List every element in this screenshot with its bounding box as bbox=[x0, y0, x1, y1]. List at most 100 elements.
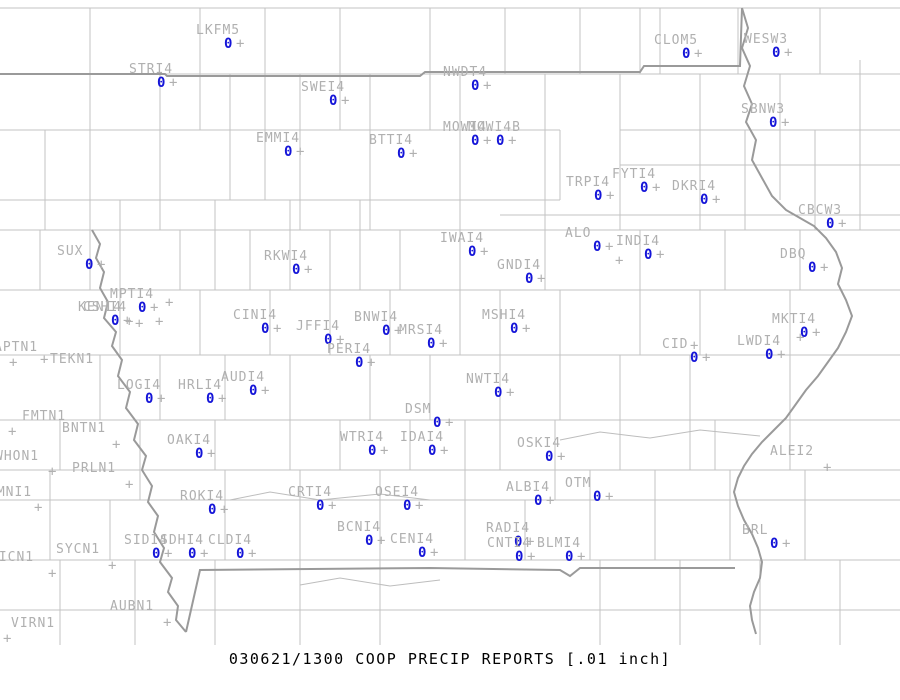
precip-value: 0 bbox=[769, 115, 778, 131]
precip-value: 0 bbox=[494, 385, 503, 401]
station-location-cross-icon: + bbox=[367, 355, 376, 371]
precip-value: 0 bbox=[428, 443, 437, 459]
precip-value: 0 bbox=[195, 446, 204, 462]
station-location-cross-icon: + bbox=[123, 313, 132, 329]
precip-value: 0 bbox=[593, 239, 602, 255]
precip-value: 0 bbox=[382, 323, 391, 339]
station-id-label: SBNW3 bbox=[741, 102, 786, 117]
precip-value: 0 bbox=[152, 546, 161, 562]
station-location-cross-icon: + bbox=[220, 502, 229, 518]
site-id-label: KENI4 bbox=[78, 300, 123, 315]
station-location-cross-icon: + bbox=[380, 443, 389, 459]
station-id-label: CID bbox=[662, 337, 689, 352]
station-location-cross-icon: + bbox=[200, 546, 209, 562]
station-id-label: OTM bbox=[565, 476, 592, 491]
site-id-label: VIRN1 bbox=[11, 616, 56, 631]
precip-value: 0 bbox=[206, 391, 215, 407]
station-id-label: MKTI4 bbox=[772, 312, 817, 327]
precip-value: 0 bbox=[111, 313, 120, 329]
station-location-cross-icon: + bbox=[838, 216, 847, 232]
precip-value: 0 bbox=[700, 192, 709, 208]
station-location-cross-icon: + bbox=[304, 262, 313, 278]
precip-value: 0 bbox=[471, 133, 480, 149]
station-id-label: OAKI4 bbox=[167, 433, 212, 448]
station-location-cross-icon: + bbox=[526, 534, 535, 550]
site-id-label: BNTN1 bbox=[62, 421, 107, 436]
precip-value: 0 bbox=[471, 78, 480, 94]
station-location-cross-icon: + bbox=[557, 449, 566, 465]
station-id-label: ALO bbox=[565, 226, 592, 241]
station-location-cross-icon: + bbox=[341, 93, 350, 109]
precip-value: 0 bbox=[593, 489, 602, 505]
station-id-label: LWDI4 bbox=[737, 334, 782, 349]
station-location-cross-icon: + bbox=[694, 46, 703, 62]
precip-value: 0 bbox=[292, 262, 301, 278]
station-id-label: BLMI4 bbox=[537, 536, 582, 551]
precip-value: 0 bbox=[224, 36, 233, 52]
station-location-cross-icon: + bbox=[690, 338, 699, 354]
site-id-label: AUBN1 bbox=[110, 599, 155, 614]
site-id-label: WHON1 bbox=[0, 449, 40, 464]
station-location-cross-icon: + bbox=[236, 36, 245, 52]
station-location-cross-icon: + bbox=[3, 631, 12, 645]
station-location-cross-icon: + bbox=[522, 321, 531, 337]
station-location-cross-icon: + bbox=[273, 321, 282, 337]
station-location-cross-icon: + bbox=[48, 464, 57, 480]
precip-value: 0 bbox=[690, 350, 699, 366]
site-id-label: TICN1 bbox=[0, 550, 35, 565]
precip-value: 0 bbox=[594, 188, 603, 204]
station-id-label: CRTI4 bbox=[288, 485, 333, 500]
precip-value: 0 bbox=[329, 93, 338, 109]
station-location-cross-icon: + bbox=[8, 424, 17, 440]
station-location-cross-icon: + bbox=[328, 498, 337, 514]
precip-value: 0 bbox=[249, 383, 258, 399]
station-location-cross-icon: + bbox=[409, 146, 418, 162]
station-id-label: SUX bbox=[57, 244, 84, 259]
station-location-cross-icon: + bbox=[440, 443, 449, 459]
station-location-cross-icon: + bbox=[606, 188, 615, 204]
station-id-label: WTRI4 bbox=[340, 430, 385, 445]
map-canvas[interactable]: LKFM5 0 + STRI4 0 + SWEI4 0 + NWDT4 0 + CLOM5 0 + WESW3… bbox=[0, 0, 900, 645]
station-location-cross-icon: + bbox=[377, 533, 386, 549]
precip-value: 0 bbox=[85, 257, 94, 273]
station-id-label: SWEI4 bbox=[301, 80, 346, 95]
station-id-label: STRI4 bbox=[129, 62, 174, 77]
station-id-label: LKFM5 bbox=[196, 23, 241, 38]
station-id-label: ROKI4 bbox=[180, 489, 225, 504]
station-id-label: LOGI4 bbox=[117, 378, 162, 393]
precip-value: 0 bbox=[534, 493, 543, 509]
station-id-label: CNTI4 bbox=[487, 536, 532, 551]
precip-value: 0 bbox=[157, 75, 166, 91]
station-location-cross-icon: + bbox=[784, 45, 793, 61]
precip-value: 0 bbox=[236, 546, 245, 562]
precip-value: 0 bbox=[525, 271, 534, 287]
station-id-label: JFFI4 bbox=[296, 319, 341, 334]
map-title: 030621/1300 COOP PRECIP REPORTS [.01 inc… bbox=[228, 650, 672, 668]
station-id-label: MRSI4 bbox=[399, 323, 444, 338]
precip-value: 0 bbox=[427, 336, 436, 352]
station-location-cross-icon: + bbox=[48, 566, 57, 582]
station-id-label: IWAI4 bbox=[440, 231, 485, 246]
site-id-label: SYCN1 bbox=[56, 542, 101, 557]
station-location-cross-icon: + bbox=[656, 247, 665, 263]
precip-value: 0 bbox=[403, 498, 412, 514]
station-location-cross-icon: + bbox=[248, 546, 257, 562]
station-id-label: SDHI4 bbox=[160, 533, 205, 548]
station-location-cross-icon: + bbox=[430, 545, 439, 561]
station-id-label: CINI4 bbox=[233, 308, 278, 323]
precip-value: 0 bbox=[468, 244, 477, 260]
station-location-cross-icon: + bbox=[336, 332, 345, 348]
station-location-cross-icon: + bbox=[615, 253, 624, 269]
station-location-cross-icon: + bbox=[415, 498, 424, 514]
station-location-cross-icon: + bbox=[296, 144, 305, 160]
precip-value: 0 bbox=[515, 549, 524, 565]
station-location-cross-icon: + bbox=[445, 415, 454, 431]
station-location-cross-icon: + bbox=[125, 314, 134, 330]
station-location-cross-icon: + bbox=[125, 477, 134, 493]
precip-value: 0 bbox=[565, 549, 574, 565]
station-id-label: MSHI4 bbox=[482, 308, 527, 323]
precip-value: 0 bbox=[355, 355, 364, 371]
station-id-label: PERI4 bbox=[327, 342, 372, 357]
station-id-label: INDI4 bbox=[616, 234, 661, 249]
